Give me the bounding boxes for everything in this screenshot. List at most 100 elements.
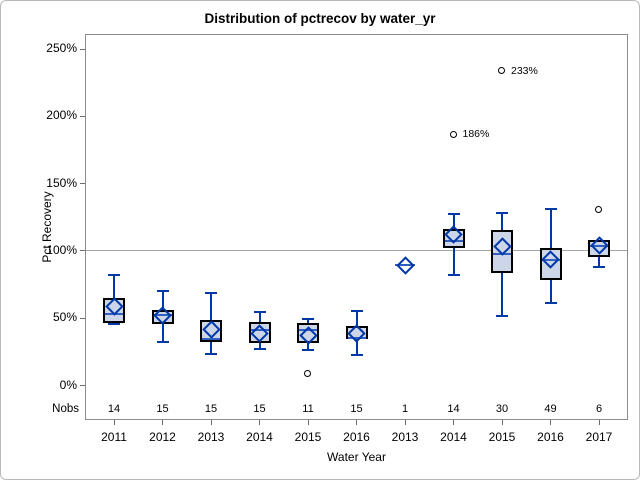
lower-whisker-cap (253, 347, 266, 350)
outlier-label: 233% (511, 64, 538, 77)
upper-whisker (452, 214, 455, 229)
x-tick-label: 2011 (101, 430, 127, 444)
upper-whisker (258, 312, 261, 322)
nobs-value: 1 (401, 403, 409, 415)
median-line (444, 239, 463, 242)
lower-whisker (161, 324, 164, 342)
lower-whisker (549, 280, 552, 303)
y-tick (80, 115, 85, 117)
y-tick-label: 150% (46, 175, 77, 190)
upper-whisker (549, 208, 552, 248)
lower-whisker-cap (205, 353, 217, 356)
x-tick-label: 2017 (585, 430, 613, 444)
x-tick (356, 420, 357, 425)
x-tick-label: 2015 (488, 430, 516, 444)
x-tick-label: 2016 (537, 430, 564, 444)
nobs-value: 15 (156, 403, 169, 415)
outlier-point (498, 67, 505, 75)
x-tick (113, 420, 115, 425)
outlier-label: 186% (462, 128, 490, 141)
nobs-value: 6 (595, 403, 603, 415)
upper-whisker-cap (350, 309, 363, 312)
nobs-value: 49 (544, 403, 557, 415)
median-line (541, 258, 560, 261)
y-tick-label: 100% (46, 242, 77, 257)
nobs-value: 15 (350, 403, 363, 415)
median-line (153, 314, 172, 316)
y-tick (80, 250, 85, 252)
outlier-point (595, 206, 602, 214)
lower-whisker-cap (350, 354, 363, 357)
box-2015-4 (297, 323, 319, 344)
lower-whisker-cap (108, 323, 120, 326)
upper-whisker (161, 290, 164, 310)
nobs-value: 14 (447, 403, 460, 415)
x-tick (453, 420, 454, 425)
upper-whisker (501, 212, 503, 231)
median-line (202, 338, 220, 341)
lower-whisker (210, 341, 212, 355)
upper-whisker (210, 293, 212, 321)
mean-diamond (395, 256, 415, 275)
lower-whisker-cap (156, 340, 169, 343)
upper-whisker-cap (156, 289, 169, 292)
upper-whisker-cap (496, 211, 508, 214)
lower-whisker-cap (496, 315, 508, 318)
upper-whisker-cap (447, 213, 460, 216)
upper-whisker (113, 274, 115, 298)
chart-title: Distribution of pctrecov by water_yr (204, 11, 436, 26)
x-axis-title: Water Year (327, 450, 386, 464)
upper-whisker-cap (108, 273, 120, 276)
nobs-value: 30 (495, 403, 509, 415)
lower-whisker-cap (593, 265, 605, 268)
x-tick-label: 2015 (294, 430, 322, 444)
box-2012-1 (151, 309, 174, 325)
y-tick (80, 48, 85, 50)
x-tick-label: 2013 (197, 430, 225, 444)
x-tick (259, 420, 260, 425)
x-tick-label: 2014 (246, 430, 273, 444)
y-axis-title: Pct Recovery (40, 191, 54, 263)
upper-whisker (307, 319, 309, 324)
box-2014-3 (248, 321, 271, 344)
x-tick-label: 2014 (440, 430, 467, 444)
box-2016-9 (539, 247, 562, 280)
box-2011-0 (103, 297, 125, 324)
y-tick (80, 183, 85, 185)
x-tick (404, 420, 406, 425)
box-2015-8 (491, 230, 513, 274)
outlier-point (304, 370, 311, 378)
box-2013-2 (200, 320, 222, 342)
median-line (105, 312, 123, 315)
nobs-value: 15 (253, 403, 266, 415)
outlier-point (449, 130, 457, 138)
x-tick (550, 420, 551, 425)
y-tick-label: 200% (46, 108, 77, 123)
median-line (493, 253, 511, 256)
box-2014-7 (442, 228, 465, 248)
lower-whisker (307, 343, 309, 350)
median-line (590, 245, 608, 248)
upper-whisker (355, 310, 358, 326)
lower-whisker-cap (302, 349, 314, 351)
reference-line-100pct (86, 249, 627, 251)
lower-whisker-cap (544, 301, 557, 304)
upper-whisker-cap (205, 292, 217, 295)
y-tick-label: 250% (46, 41, 77, 55)
nobs-value: 11 (302, 403, 314, 415)
upper-whisker-cap (253, 311, 266, 314)
x-tick-label: 2012 (149, 430, 176, 444)
x-tick (307, 420, 309, 425)
x-tick-label: 2013 (391, 430, 419, 444)
nobs-value: 14 (107, 403, 121, 415)
box-2017-10 (588, 239, 610, 258)
x-tick (162, 420, 163, 425)
lower-whisker (355, 339, 358, 356)
median-line (347, 336, 366, 339)
median-line (250, 328, 269, 331)
lower-whisker (501, 273, 503, 317)
lower-whisker (452, 247, 455, 275)
y-tick (80, 317, 85, 319)
y-tick (80, 385, 85, 386)
lower-whisker (598, 257, 600, 267)
